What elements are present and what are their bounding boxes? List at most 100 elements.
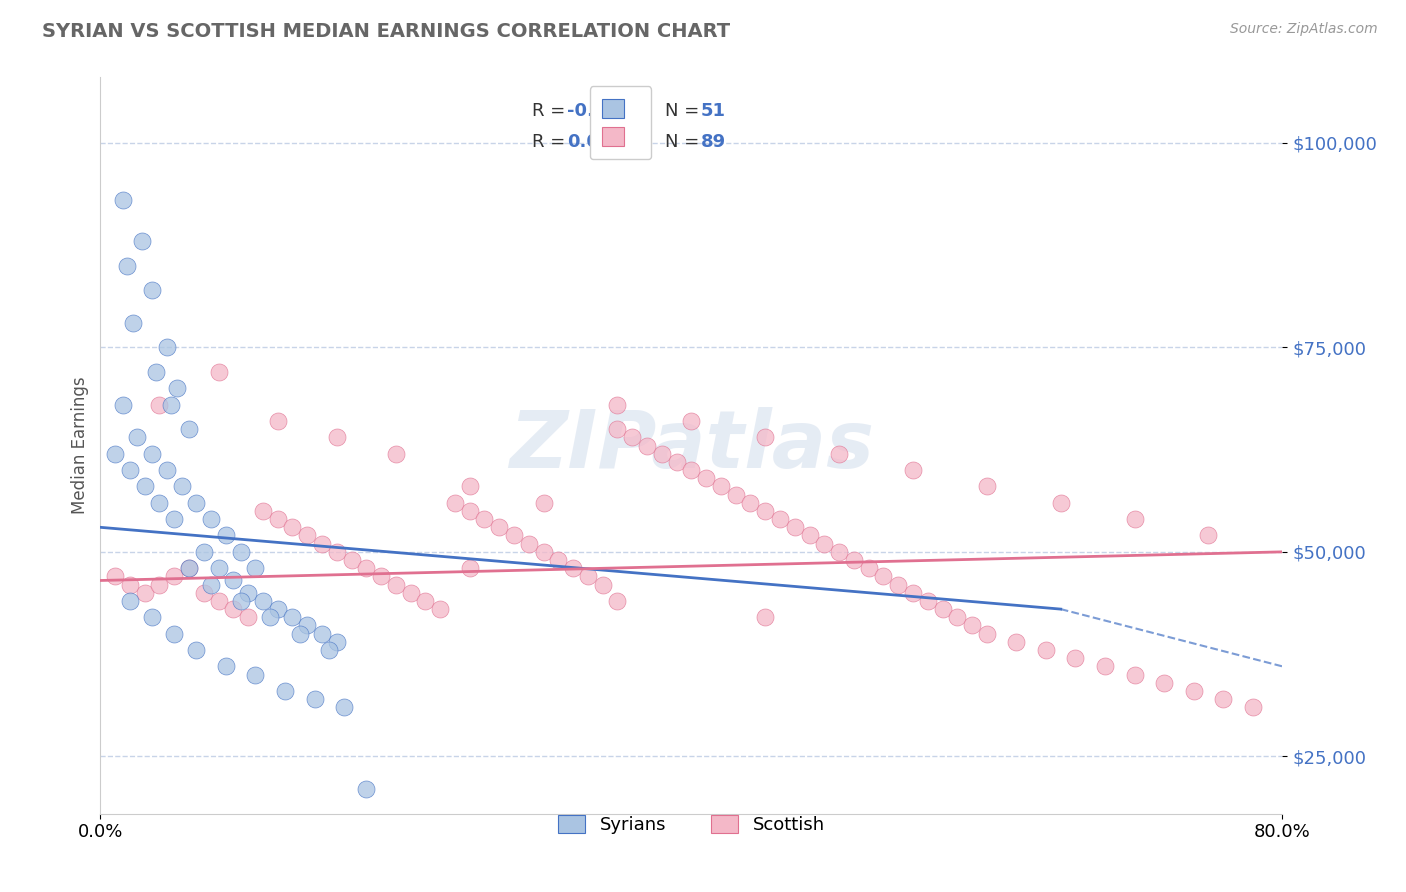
Point [156,340,179,354]
Point [295,528,318,542]
Point [156,463,179,477]
Point [115,259,138,273]
Point [606,594,628,608]
Point [415,594,437,608]
Point [266,602,288,616]
Point [901,586,924,600]
Point [1182,684,1205,698]
Point [1198,528,1220,542]
Point [399,586,422,600]
Point [931,602,953,616]
Point [946,610,969,624]
Point [193,586,215,600]
Point [503,528,526,542]
Point [828,447,851,461]
Point [281,520,304,534]
Point [245,561,267,575]
Point [118,594,141,608]
Point [170,479,193,493]
Text: -0.226: -0.226 [567,102,631,120]
Point [207,561,229,575]
Point [333,700,356,714]
Point [1064,651,1087,665]
Point [458,504,481,518]
Point [621,430,644,444]
Text: R =: R = [531,133,571,152]
Text: N =: N = [665,133,706,152]
Point [444,496,467,510]
Y-axis label: Median Earnings: Median Earnings [72,376,89,515]
Point [474,512,496,526]
Point [636,438,658,452]
Point [177,422,200,436]
Point [111,193,134,207]
Point [266,414,288,428]
Point [222,574,245,588]
Text: 0.071: 0.071 [567,133,624,152]
Point [215,528,238,542]
Point [295,618,318,632]
Point [606,398,628,412]
Point [200,577,222,591]
Point [207,365,229,379]
Point [842,553,865,567]
Point [186,496,208,510]
Point [160,398,183,412]
Point [1241,700,1264,714]
Text: 51: 51 [700,102,725,120]
Text: ZIPatlas: ZIPatlas [509,407,875,484]
Point [266,512,288,526]
Point [274,684,297,698]
Point [236,610,259,624]
Point [1035,643,1057,657]
Point [1094,659,1116,673]
Point [562,561,585,575]
Point [681,414,703,428]
Text: Source: ZipAtlas.com: Source: ZipAtlas.com [1230,22,1378,37]
Text: N =: N = [665,102,706,120]
Point [118,463,141,477]
Point [356,782,378,797]
Point [121,316,143,330]
Point [385,447,408,461]
Point [215,659,238,673]
Point [193,545,215,559]
Point [813,536,835,550]
Point [141,447,163,461]
Point [163,626,186,640]
Point [118,577,141,591]
Point [917,594,939,608]
Point [304,692,326,706]
Point [724,487,747,501]
Point [976,626,998,640]
Point [318,643,340,657]
Point [311,536,333,550]
Point [458,561,481,575]
Point [141,610,163,624]
Point [148,398,170,412]
Point [1153,675,1175,690]
Point [370,569,392,583]
Point [186,643,208,657]
Point [177,561,200,575]
Point [163,512,186,526]
Point [104,569,127,583]
Point [200,512,222,526]
Point [960,618,983,632]
Point [828,545,851,559]
Point [1212,692,1234,706]
Point [141,283,163,297]
Point [340,553,363,567]
Point [576,569,599,583]
Text: SYRIAN VS SCOTTISH MEDIAN EARNINGS CORRELATION CHART: SYRIAN VS SCOTTISH MEDIAN EARNINGS CORRE… [42,22,730,41]
Point [799,528,821,542]
Point [1005,635,1028,649]
Point [111,398,134,412]
Point [606,422,628,436]
Point [754,610,776,624]
Point [651,447,673,461]
Point [592,577,614,591]
Text: R =: R = [531,102,571,120]
Point [458,479,481,493]
Point [665,455,688,469]
